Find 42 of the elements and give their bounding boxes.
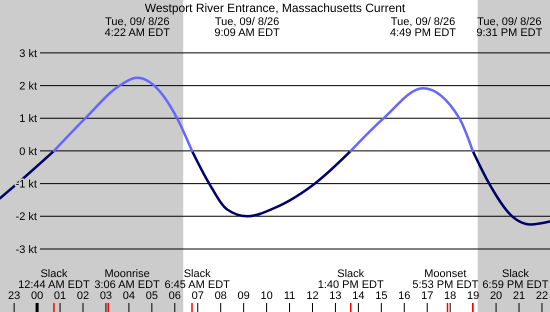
x-tick-label: 19	[466, 290, 480, 302]
x-tick-label: 06	[168, 290, 181, 302]
x-tick-label: 21	[512, 290, 526, 302]
y-tick-label: 0 kt	[19, 146, 37, 158]
x-tick-label: 15	[375, 290, 388, 302]
y-tick-label: 2 kt	[19, 80, 37, 92]
x-tick-label: 23	[8, 290, 20, 302]
annotation: Tue, 09/ 8/26 4:49 PM EDT	[390, 16, 456, 39]
y-tick-label: -1 kt	[16, 178, 37, 190]
x-tick-label: 17	[421, 290, 434, 302]
annotation: Slack 12:44 AM EDT	[18, 268, 90, 291]
x-tick-label: 12	[306, 290, 319, 302]
x-tick-label: 18	[444, 290, 456, 302]
y-tick-label: -3 kt	[16, 244, 37, 256]
annotation: Moonrise 3:06 AM EDT	[94, 268, 160, 291]
annotation: Moonset 5:53 PM EDT	[412, 268, 479, 291]
x-tick-label: 08	[214, 290, 227, 302]
x-tick-label: 01	[54, 290, 66, 302]
x-tick-label: 11	[284, 290, 296, 302]
x-tick-label: 05	[146, 290, 158, 302]
annotation: Tue, 09/ 8/26 4:22 AM EDT	[104, 16, 170, 39]
annotation: Slack 6:45 AM EDT	[164, 268, 230, 291]
x-tick-label: 02	[76, 290, 90, 302]
annotation: Tue, 09/ 8/26 9:31 PM EDT	[476, 16, 543, 39]
annotation: Tue, 09/ 8/26 9:09 AM EDT	[214, 16, 280, 39]
x-tick-label: 16	[398, 290, 410, 302]
annotation: Slack 1:40 PM EDT	[318, 268, 384, 291]
y-tick-label: -2 kt	[16, 211, 37, 224]
y-tick-label: 1 kt	[19, 113, 37, 126]
annotation: Slack 6:59 PM EDT	[482, 268, 549, 291]
x-tick-label: 22	[536, 290, 548, 302]
x-tick-label: 07	[192, 290, 204, 302]
x-tick-label: 09	[238, 290, 250, 302]
x-tick-label: 03	[100, 290, 112, 302]
x-tick-label: 10	[260, 290, 273, 302]
y-tick-label: 3 kt	[19, 48, 37, 60]
x-tick-label: 14	[352, 290, 365, 302]
x-tick-label: 00	[30, 290, 44, 302]
x-tick-label: 13	[329, 290, 342, 302]
chart-title: Westport River Entrance, Massachusetts Current	[144, 1, 406, 15]
x-tick-label: 20	[490, 290, 502, 302]
x-tick-label: 04	[122, 290, 136, 302]
